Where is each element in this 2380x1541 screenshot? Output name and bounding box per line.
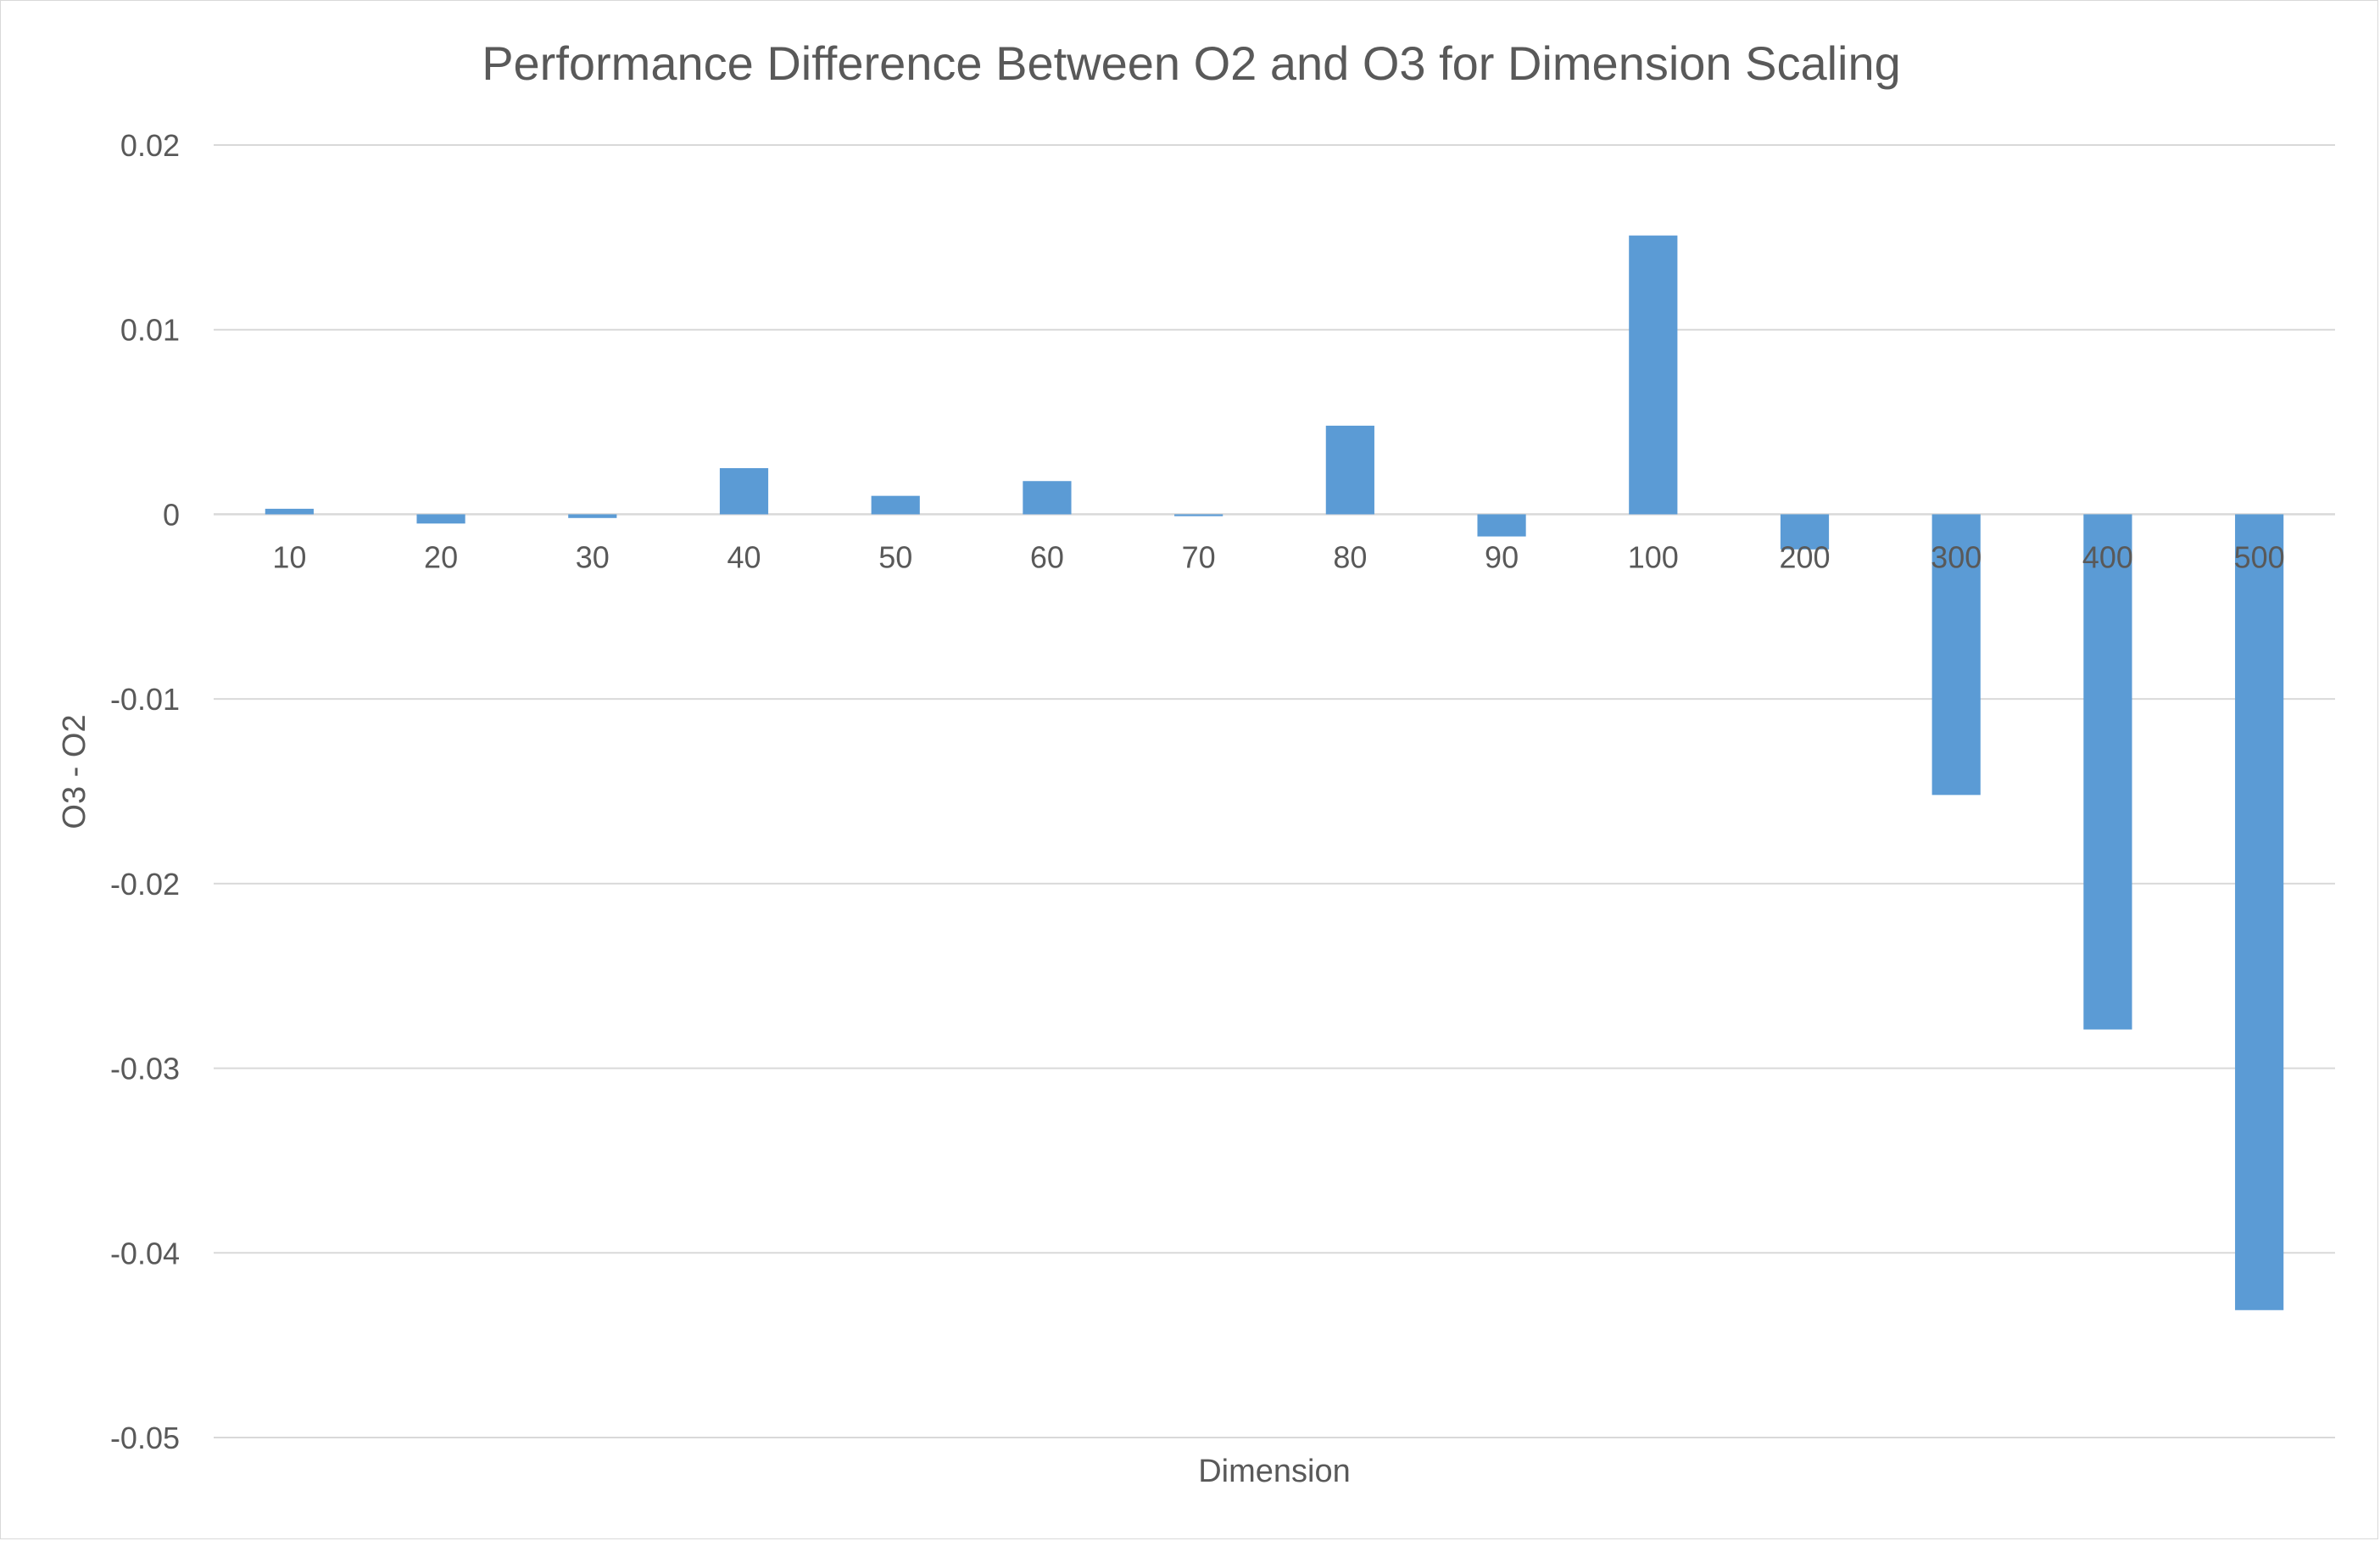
bar-80: [1325, 425, 1374, 515]
bar-50: [871, 495, 920, 515]
bar-90: [1477, 514, 1526, 537]
x-axis-title: Dimension: [1198, 1454, 1351, 1489]
x-tick-label: 30: [576, 539, 610, 574]
x-tick-label: 70: [1182, 539, 1216, 574]
bar-300: [1931, 514, 1981, 796]
y-tick-label: -0.04: [110, 1236, 180, 1270]
y-axis-tick-labels: 0.02 0.01 0 -0.01 -0.02 -0.03 -0.04 -0.05: [110, 128, 180, 1455]
bar-10: [265, 508, 314, 515]
x-tick-label: 500: [2234, 539, 2285, 574]
x-tick-label: 50: [878, 539, 912, 574]
y-axis-title: O3 - O2: [57, 714, 92, 829]
x-tick-label: 60: [1030, 539, 1064, 574]
bar-200: [1780, 514, 1830, 550]
bar-20: [416, 514, 465, 524]
y-tick-label: 0: [163, 497, 180, 532]
x-tick-label: 40: [727, 539, 761, 574]
x-tick-label: 400: [2082, 539, 2133, 574]
x-tick-label: 300: [1931, 539, 1981, 574]
bar-400: [2083, 514, 2132, 1030]
y-tick-label: -0.05: [110, 1421, 180, 1455]
y-tick-label: -0.02: [110, 867, 180, 902]
bar-500: [2235, 514, 2284, 1310]
chart-title: Performance Difference Between O2 and O3…: [482, 36, 1901, 90]
y-tick-label: -0.01: [110, 682, 180, 717]
x-tick-label: 200: [1779, 539, 1830, 574]
y-tick-label: 0.01: [120, 313, 180, 348]
x-tick-label: 10: [272, 539, 306, 574]
bar-100: [1629, 235, 1678, 515]
x-tick-label: 100: [1628, 539, 1679, 574]
bar-40: [719, 468, 769, 515]
x-tick-label: 80: [1333, 539, 1367, 574]
y-tick-label: -0.03: [110, 1052, 180, 1086]
bar-70: [1174, 514, 1223, 516]
bar-30: [568, 514, 617, 518]
bar-60: [1023, 481, 1072, 515]
gridlines: [214, 144, 2335, 1438]
bars: [265, 235, 2284, 1310]
x-tick-label: 20: [424, 539, 458, 574]
y-tick-label: 0.02: [120, 128, 180, 163]
x-axis-tick-labels: 10 20 30 40 50 60 70 80 90 100 200 300 400 500: [272, 539, 2284, 574]
x-tick-label: 90: [1485, 539, 1519, 574]
